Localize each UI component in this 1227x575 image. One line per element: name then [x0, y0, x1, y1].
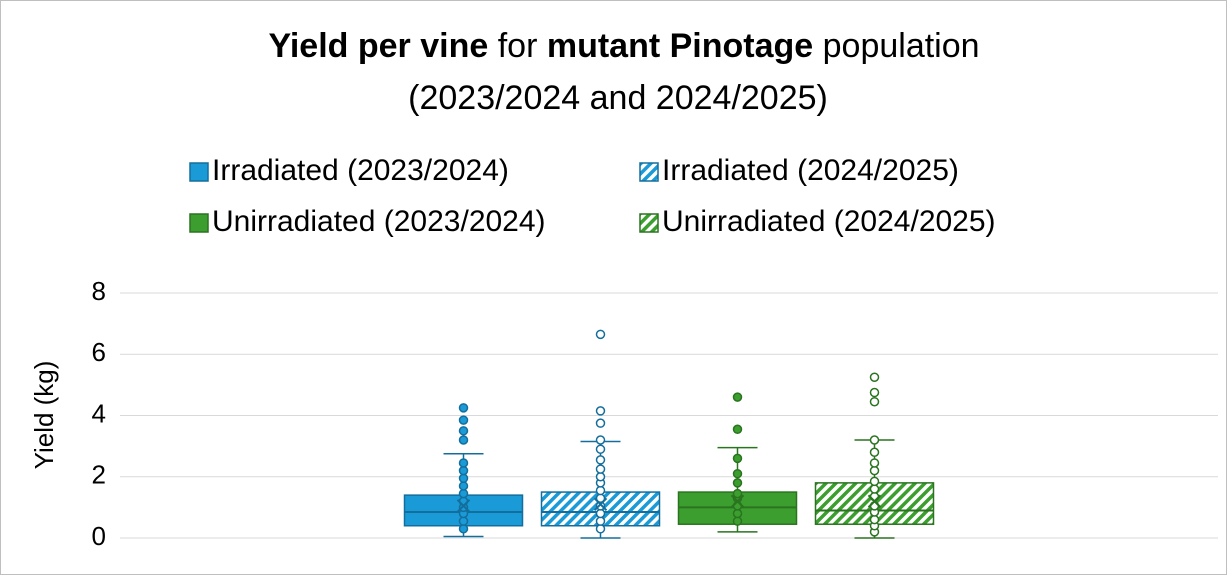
data-point: [595, 329, 606, 340]
data-point: [595, 406, 606, 416]
data-point: [732, 392, 743, 402]
data-point: [869, 387, 880, 398]
y-tick-label: 0: [92, 521, 106, 551]
data-point: [732, 453, 743, 464]
legend-swatch: [639, 213, 659, 233]
y-axis-label: Yield (kg): [29, 361, 59, 470]
data-point: [732, 478, 743, 488]
data-point: [732, 468, 743, 479]
data-point: [595, 516, 606, 526]
data-point: [595, 435, 606, 445]
data-point: [458, 458, 469, 468]
data-point: [458, 415, 469, 425]
legend-swatch: [189, 162, 209, 182]
data-point: [458, 465, 469, 476]
y-tick-label: 6: [92, 337, 106, 367]
legend-swatch: [639, 162, 659, 182]
title-part: mutant Pinotage: [547, 27, 813, 65]
data-point: [869, 372, 880, 382]
chart-title: Yield per vine for mutant Pinotage popul…: [268, 27, 979, 65]
data-point: [458, 488, 469, 499]
data-point: [869, 476, 880, 487]
data-point: [869, 435, 880, 445]
data-point: [458, 524, 469, 534]
data-point: [458, 426, 469, 436]
title-part: Yield per vine: [268, 27, 488, 65]
chart-subtitle: (2023/2024 and 2024/2025): [408, 79, 828, 117]
legend-label: Irradiated (2023/2024): [212, 154, 509, 187]
mean-marker: [730, 494, 745, 508]
data-point: [869, 465, 880, 476]
data-point: [458, 481, 469, 491]
data-point: [595, 444, 606, 454]
y-tick-label: 8: [92, 276, 106, 306]
data-point: [869, 484, 880, 494]
data-point: [595, 485, 606, 496]
data-point: [869, 458, 880, 468]
data-point: [458, 516, 469, 526]
mean-marker: [867, 494, 882, 508]
legend-label: Unirradiated (2023/2024): [212, 205, 546, 238]
mean-marker: [593, 497, 608, 512]
data-point: [732, 508, 743, 519]
y-tick-label: 4: [92, 398, 106, 428]
data-point: [732, 516, 743, 526]
y-tick-label: 2: [92, 460, 106, 490]
data-point: [458, 435, 469, 445]
legend-label: Irradiated (2024/2025): [662, 154, 959, 187]
mean-marker: [456, 499, 471, 513]
legend-swatch: [189, 213, 209, 233]
data-point: [595, 508, 606, 519]
data-point: [869, 396, 880, 407]
data-point: [458, 473, 469, 484]
data-point: [732, 424, 743, 435]
legend-label: Unirradiated (2024/2025): [662, 205, 996, 238]
data-point: [595, 418, 606, 428]
data-point: [869, 447, 880, 457]
data-point: [595, 472, 606, 482]
data-point: [869, 514, 880, 525]
data-point: [595, 524, 606, 534]
title-part: for: [488, 27, 547, 65]
data-point: [595, 455, 606, 465]
data-point: [732, 488, 743, 499]
title-part: population: [813, 27, 979, 65]
data-point: [458, 403, 469, 413]
data-point: [595, 464, 606, 474]
